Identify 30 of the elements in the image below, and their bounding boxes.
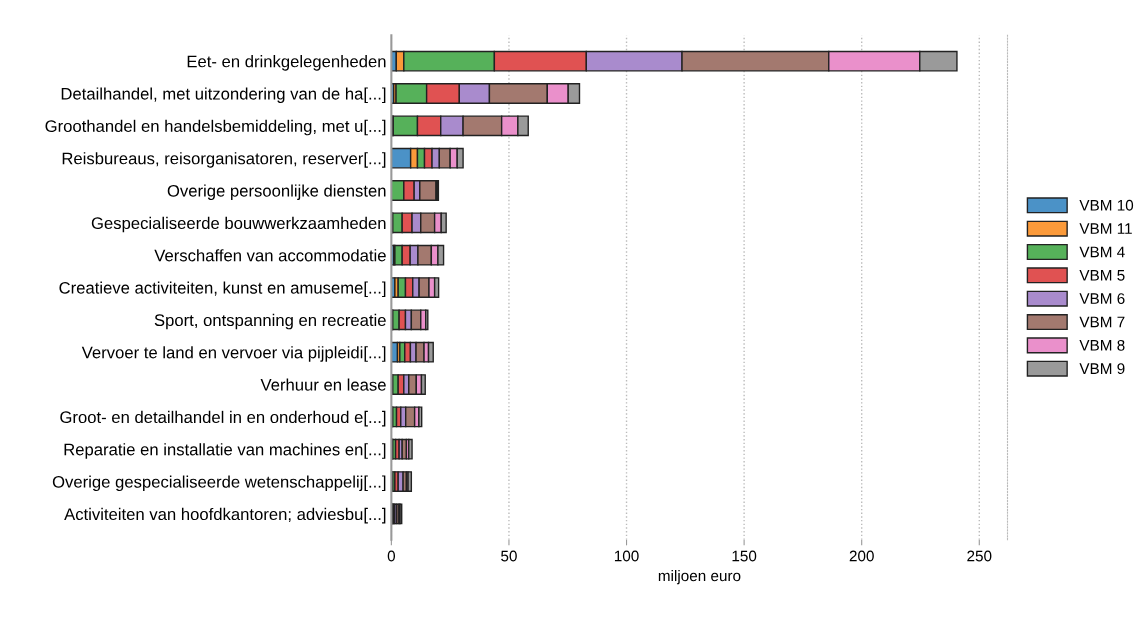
y-tick-label: Activiteiten van hoofdkantoren; adviesbu[...]	[64, 507, 386, 524]
y-tick-label: Verhuur en lease	[260, 378, 386, 391]
x-tick-label: 0	[387, 550, 396, 562]
y-tick-label: Groothandel en handelsbemiddeling, met u[...]	[45, 119, 386, 136]
x-tick-label: 150	[732, 550, 757, 562]
y-tick-label: Overige gespecialiseerde wetenschappelij[...]	[52, 475, 386, 492]
y-tick-label: Gespecialiseerde bouwwerkzaamheden	[91, 216, 386, 233]
y-tick-label: Sport, ontspanning en recreatie	[154, 313, 386, 330]
y-tick-label: Reparatie en installatie van machines en[...]	[64, 443, 386, 459]
x-tick-label: 100	[614, 550, 639, 562]
x-tick-label: 200	[849, 550, 874, 562]
y-tick-label: Eet- en drinkgelegenheden	[187, 55, 386, 71]
legend-label: VBM 9	[1079, 363, 1125, 375]
y-tick-label: Overige persoonlijke diensten	[167, 184, 386, 201]
legend-label: VBM 6	[1079, 293, 1125, 305]
legend-label: VBM 4	[1079, 246, 1125, 258]
y-tick-label: Vervoer te land en vervoer via pijpleidi[...]	[81, 346, 386, 362]
legend-label: VBM 11	[1079, 223, 1132, 234]
x-axis-title: miljoen euro	[658, 569, 741, 585]
legend-label: VBM 8	[1079, 339, 1125, 351]
x-tick-label: 250	[967, 550, 992, 562]
x-tick-label: 50	[501, 550, 517, 562]
y-tick-label: Detailhandel, met uitzondering van de ha[...]	[61, 87, 386, 103]
y-tick-label: Verschaffen van accommodatie	[154, 249, 386, 262]
legend-label: VBM 10	[1079, 199, 1134, 211]
legend-label: VBM 5	[1079, 270, 1125, 281]
y-tick-label: Groot- en detailhandel in en onderhoud e[...]	[60, 410, 386, 427]
legend-label: VBM 7	[1079, 316, 1125, 328]
y-tick-label: Reisbureaus, reisorganisatoren, reserver[...]	[62, 152, 386, 168]
y-tick-label: Creatieve activiteiten, kunst en amuseme[...]	[59, 281, 386, 298]
